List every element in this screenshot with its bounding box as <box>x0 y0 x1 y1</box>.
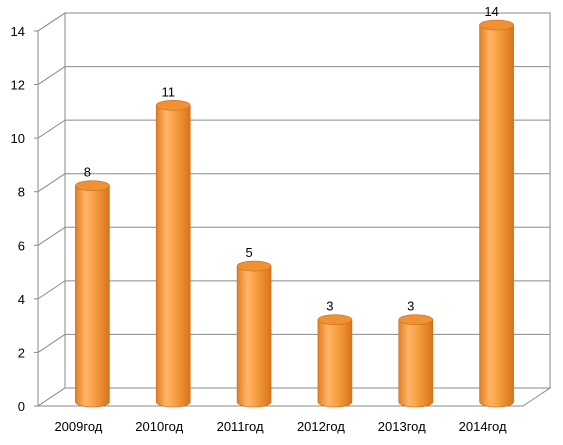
data-label: 5 <box>245 245 252 260</box>
bar-top <box>75 180 110 192</box>
x-tick-label: 2011год <box>217 419 264 434</box>
x-tick-label: 2014год <box>459 419 507 434</box>
bar <box>236 260 272 408</box>
bar <box>155 100 191 408</box>
gridline-side <box>37 173 66 193</box>
floor <box>36 387 552 407</box>
bar-body <box>398 319 434 408</box>
bar <box>317 314 353 408</box>
data-label: 3 <box>326 299 333 314</box>
data-label: 8 <box>84 165 91 180</box>
data-label: 3 <box>407 299 414 314</box>
y-tick-label: 12 <box>11 78 25 93</box>
y-tick-label: 6 <box>18 238 25 253</box>
bar <box>479 19 514 408</box>
data-label: 11 <box>162 84 176 99</box>
data-label: 14 <box>484 4 498 19</box>
bar <box>398 314 434 408</box>
gridlines <box>37 12 550 353</box>
x-tick-label: 2010год <box>135 419 183 434</box>
y-tick-label: 0 <box>18 399 25 414</box>
bar-body <box>479 24 514 408</box>
y-axis: 0 2 4 6 8 10 12 14 <box>11 24 38 414</box>
back-wall <box>64 12 551 389</box>
gridline-side <box>37 12 66 32</box>
y-tick-label: 10 <box>11 131 25 146</box>
bar-top <box>398 314 434 325</box>
gridline-side <box>37 226 66 246</box>
bar-top <box>479 19 514 31</box>
bar-body <box>75 185 110 408</box>
x-tick-label: 2012год <box>297 419 345 434</box>
side-wall <box>37 12 66 407</box>
gridline-side <box>37 119 66 139</box>
bar <box>75 180 110 408</box>
data-labels: 8 11 5 3 3 14 <box>84 4 499 314</box>
y-tick-label: 8 <box>18 185 25 200</box>
gridline-side <box>37 280 66 300</box>
bar-top <box>236 260 272 272</box>
y-tick-label: 14 <box>11 24 25 39</box>
gridline-side <box>37 66 66 85</box>
plot-frame <box>36 12 552 407</box>
bars <box>75 19 514 408</box>
x-axis: 2009год 2010год 2011год 2012год 2013год 2014г… <box>54 419 506 434</box>
y-tick-label: 2 <box>18 345 25 360</box>
bar-body <box>317 319 353 408</box>
bar-top <box>155 100 191 111</box>
bar-body <box>155 105 191 408</box>
bar-top <box>317 314 353 325</box>
bar-body <box>236 265 272 408</box>
y-tick-label: 4 <box>18 292 25 307</box>
x-tick-label: 2009год <box>54 419 102 434</box>
x-tick-label: 2013год <box>378 419 426 434</box>
gridline-side <box>37 334 66 353</box>
